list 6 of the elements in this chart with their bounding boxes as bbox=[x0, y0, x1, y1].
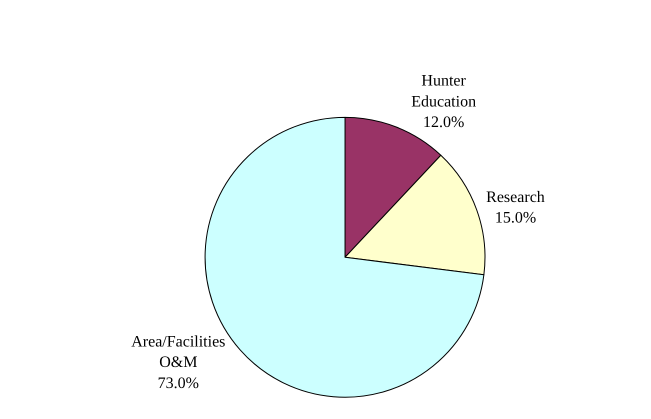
slice-label: Research bbox=[486, 188, 545, 206]
slice-label: Hunter Education bbox=[411, 72, 476, 110]
data-label: 73.0% bbox=[158, 374, 199, 392]
data-label: 12.0% bbox=[422, 114, 464, 132]
slice-label: Area/Facilities O&M bbox=[131, 333, 226, 372]
data-label: 15.0% bbox=[494, 210, 536, 227]
